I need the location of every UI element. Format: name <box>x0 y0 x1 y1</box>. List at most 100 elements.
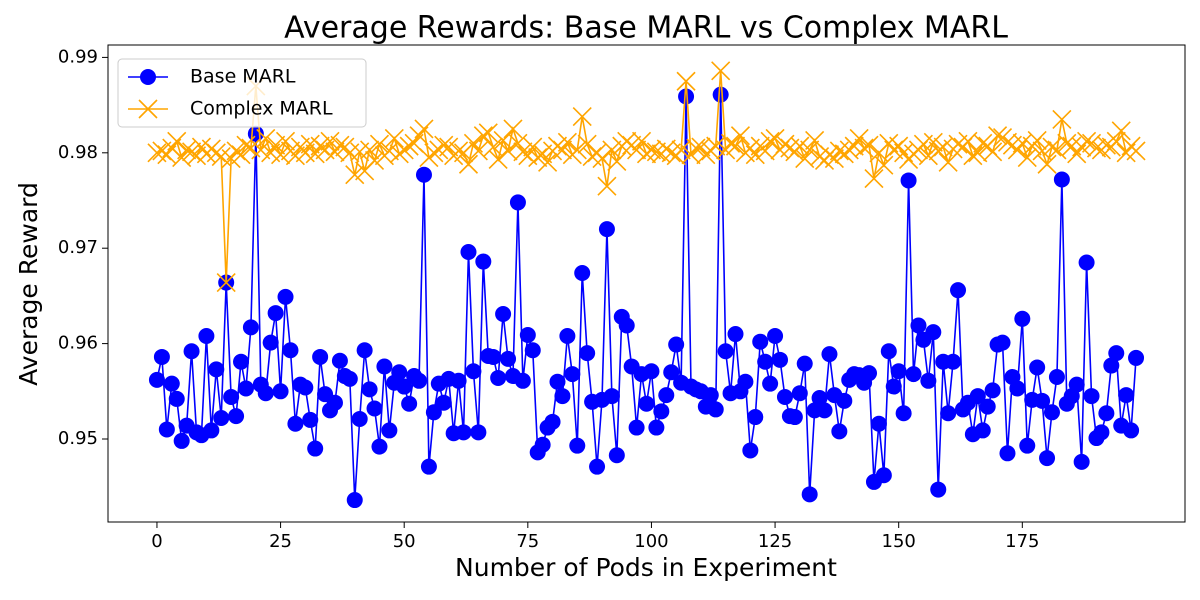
circle-marker <box>603 388 620 405</box>
circle-marker <box>1103 357 1120 374</box>
circle-marker <box>950 282 967 299</box>
circle-marker <box>875 467 892 484</box>
x-marker <box>602 140 622 160</box>
circle-marker <box>1083 388 1100 405</box>
circle-marker <box>208 361 225 378</box>
circle-marker <box>312 348 329 365</box>
x-marker <box>320 131 340 151</box>
circle-marker <box>514 372 531 389</box>
circle-marker <box>628 419 645 436</box>
circle-marker <box>173 432 190 449</box>
x-tick-label: 150 <box>882 531 916 552</box>
x-marker <box>478 123 498 143</box>
x-marker <box>1047 140 1067 160</box>
x-tick-label: 100 <box>634 531 668 552</box>
x-marker <box>1126 141 1146 161</box>
circle-marker <box>223 389 240 406</box>
circle-marker <box>376 358 393 375</box>
circle-marker <box>233 353 250 370</box>
circle-marker <box>237 380 254 397</box>
circle-marker <box>158 421 175 438</box>
x-marker <box>1027 130 1047 150</box>
circle-marker <box>737 373 754 390</box>
x-marker <box>340 143 360 163</box>
x-marker <box>557 132 577 152</box>
circle-marker <box>870 415 887 432</box>
circle-marker <box>1043 404 1060 421</box>
circle-marker <box>148 371 165 388</box>
circle-marker <box>435 394 452 411</box>
x-tick-label: 0 <box>151 531 162 552</box>
circle-marker <box>608 447 625 464</box>
x-marker <box>790 136 810 156</box>
circle-marker <box>213 410 230 427</box>
circle-marker <box>801 486 818 503</box>
circle-marker <box>974 422 991 439</box>
circle-marker <box>455 424 472 441</box>
circle-marker <box>554 388 571 405</box>
x-marker <box>449 141 469 161</box>
circle-marker <box>524 342 541 359</box>
circle-marker <box>267 305 284 322</box>
circle-marker <box>945 353 962 370</box>
circle-marker <box>880 343 897 360</box>
circle-marker <box>727 326 744 343</box>
x-marker <box>266 135 286 155</box>
circle-marker <box>999 445 1016 462</box>
x-marker <box>988 126 1008 146</box>
y-axis-label: Average Reward <box>14 182 43 386</box>
circle-marker <box>663 364 680 381</box>
circle-marker <box>450 372 467 389</box>
circle-marker <box>712 86 729 103</box>
x-marker <box>676 71 696 91</box>
circle-marker <box>534 436 551 453</box>
x-marker <box>963 146 983 166</box>
x-tick-label: 50 <box>393 531 416 552</box>
circle-marker <box>925 324 942 341</box>
legend-label: Complex MARL <box>190 98 333 120</box>
circle-marker <box>297 379 314 396</box>
legend-box <box>117 58 367 128</box>
circle-marker <box>1128 349 1145 366</box>
plot-frame <box>107 44 1186 523</box>
circle-marker <box>1029 359 1046 376</box>
circle-marker <box>564 366 581 383</box>
circle-marker <box>796 355 813 372</box>
circle-marker <box>717 343 734 360</box>
circle-marker <box>549 373 566 390</box>
circle-marker <box>653 403 670 420</box>
x-marker <box>745 145 765 165</box>
circle-marker <box>742 442 759 459</box>
circle-marker <box>1123 422 1140 439</box>
circle-marker <box>331 352 348 369</box>
x-marker <box>167 131 187 151</box>
x-marker <box>360 140 380 160</box>
legend-marker <box>138 99 158 119</box>
circle-marker <box>307 440 324 457</box>
x-marker <box>483 137 503 157</box>
circle-marker <box>707 401 724 418</box>
circle-marker <box>183 343 200 360</box>
x-marker <box>983 142 1003 162</box>
x-marker <box>216 272 236 293</box>
x-marker <box>918 146 938 166</box>
circle-marker <box>302 411 319 428</box>
x-tick-label: 175 <box>1005 531 1039 552</box>
circle-marker <box>920 372 937 389</box>
circle-marker <box>519 327 536 344</box>
circle-marker <box>747 409 764 426</box>
circle-marker <box>1034 392 1051 409</box>
x-marker <box>473 126 493 146</box>
x-marker <box>1106 131 1126 151</box>
x-marker <box>256 128 276 149</box>
circle-marker <box>574 265 591 282</box>
circle-marker <box>979 398 996 415</box>
circle-marker <box>351 410 368 427</box>
x-marker <box>1037 154 1057 174</box>
x-marker <box>973 133 993 153</box>
circle-marker <box>821 346 838 363</box>
circle-marker <box>811 389 828 406</box>
x-marker <box>488 149 508 170</box>
circle-marker <box>1048 368 1065 385</box>
x-marker <box>1077 131 1097 151</box>
